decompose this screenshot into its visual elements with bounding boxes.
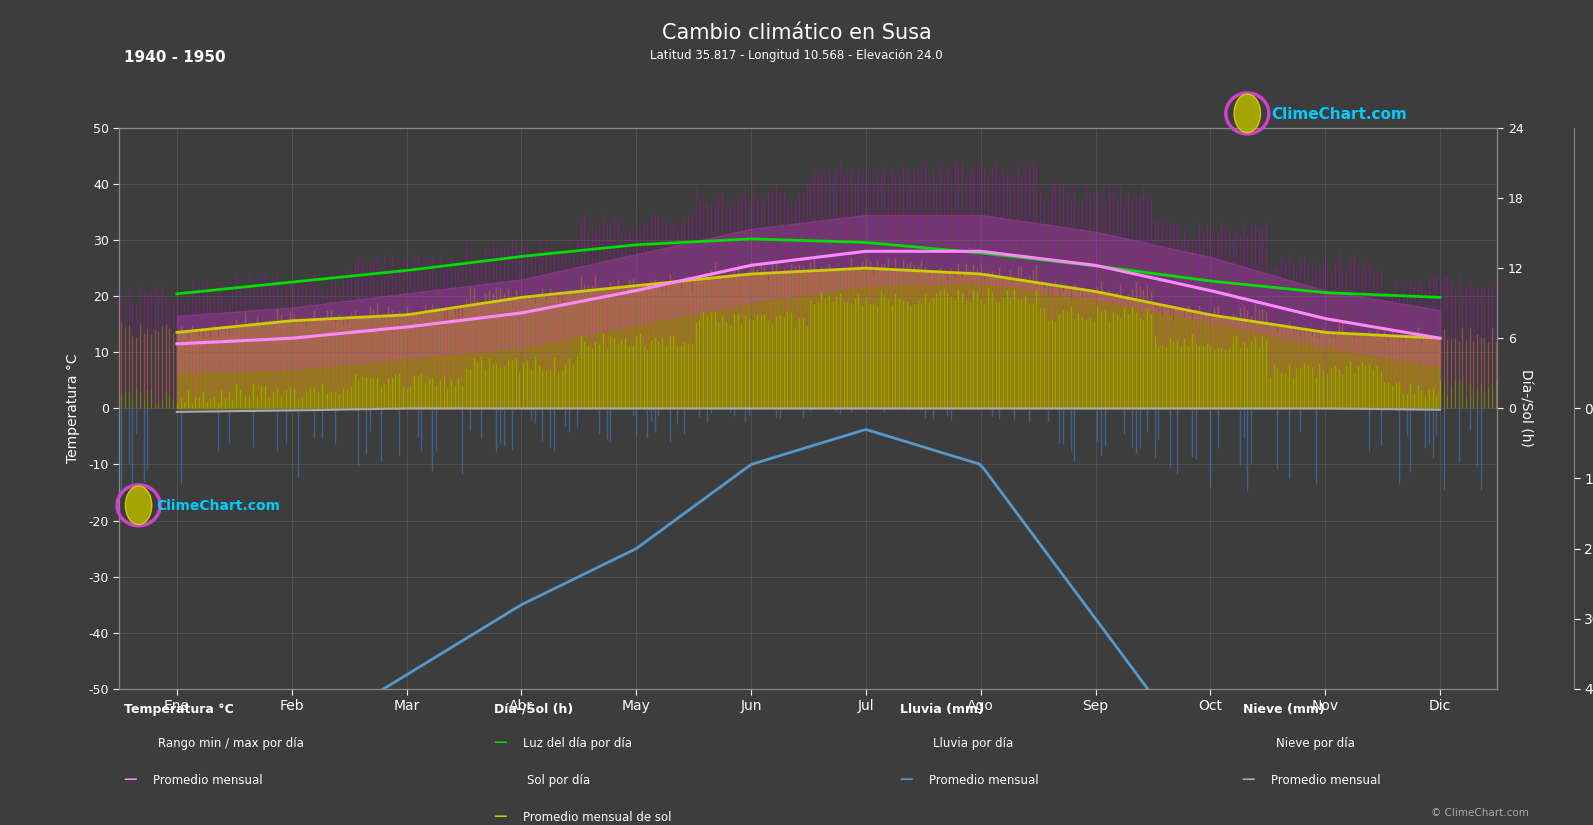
Text: ClimeChart.com: ClimeChart.com: [156, 499, 280, 513]
Text: Rango min / max por día: Rango min / max por día: [158, 737, 304, 750]
Text: Lluvia (mm): Lluvia (mm): [900, 703, 984, 716]
Text: Nieve (mm): Nieve (mm): [1243, 703, 1324, 716]
Y-axis label: Día-/Sol (h): Día-/Sol (h): [1518, 370, 1532, 447]
Text: Cambio climático en Susa: Cambio climático en Susa: [661, 23, 932, 43]
Text: Promedio mensual: Promedio mensual: [929, 774, 1039, 787]
Text: ─: ─: [494, 808, 505, 825]
Text: Nieve por día: Nieve por día: [1276, 737, 1356, 750]
Text: Promedio mensual: Promedio mensual: [153, 774, 263, 787]
Ellipse shape: [126, 486, 151, 525]
Text: Latitud 35.817 - Longitud 10.568 - Elevación 24.0: Latitud 35.817 - Longitud 10.568 - Eleva…: [650, 50, 943, 63]
Text: Promedio mensual de sol: Promedio mensual de sol: [523, 811, 671, 824]
Text: ClimeChart.com: ClimeChart.com: [1271, 107, 1407, 122]
Text: Temperatura °C: Temperatura °C: [124, 703, 234, 716]
Text: Día-/Sol (h): Día-/Sol (h): [494, 703, 573, 716]
Text: Promedio mensual: Promedio mensual: [1271, 774, 1381, 787]
Ellipse shape: [1235, 94, 1260, 133]
Text: © ClimeChart.com: © ClimeChart.com: [1432, 808, 1529, 818]
Text: ─: ─: [1243, 771, 1254, 790]
Text: ─: ─: [124, 771, 135, 790]
Text: ─: ─: [494, 733, 505, 753]
Text: ─: ─: [900, 771, 911, 790]
Y-axis label: Temperatura °C: Temperatura °C: [67, 354, 80, 463]
Text: 1940 - 1950: 1940 - 1950: [124, 50, 226, 64]
Text: Lluvia por día: Lluvia por día: [933, 737, 1013, 750]
Text: Sol por día: Sol por día: [527, 774, 591, 787]
Text: Luz del día por día: Luz del día por día: [523, 737, 631, 750]
